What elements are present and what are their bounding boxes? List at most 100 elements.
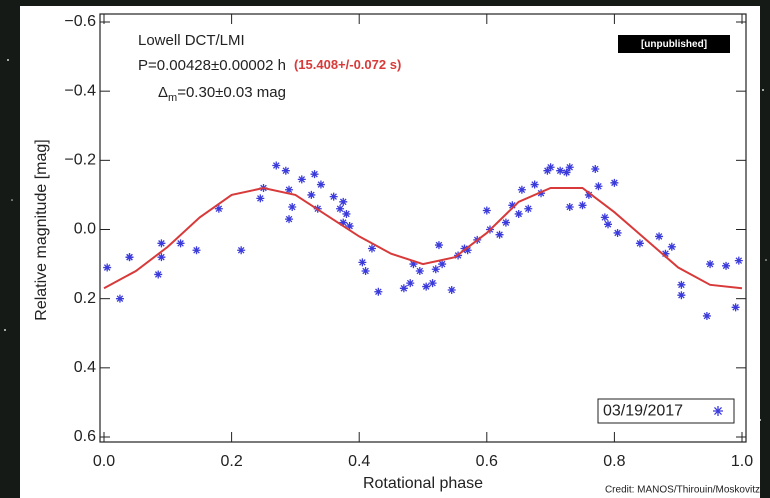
data-point xyxy=(731,303,740,312)
data-point xyxy=(272,161,281,170)
data-point xyxy=(342,209,351,218)
data-point xyxy=(285,185,294,194)
data-point xyxy=(157,253,166,262)
x-tick-label: 0.2 xyxy=(220,453,242,470)
data-point xyxy=(610,178,619,187)
data-point xyxy=(176,239,185,248)
x-tick-label: 0.0 xyxy=(93,453,115,470)
data-point xyxy=(345,222,354,231)
data-point xyxy=(422,282,431,291)
data-point xyxy=(482,206,491,215)
data-point xyxy=(495,230,504,239)
data-point xyxy=(565,163,574,172)
y-tick-label: −0.2 xyxy=(64,152,96,169)
data-point xyxy=(463,246,472,255)
data-point xyxy=(434,241,443,250)
x-tick-label: 0.8 xyxy=(603,453,625,470)
data-point xyxy=(613,228,622,237)
x-tick-label: 1.0 xyxy=(731,453,753,470)
data-point xyxy=(578,201,587,210)
data-point xyxy=(316,180,325,189)
data-point xyxy=(460,244,469,253)
data-point xyxy=(702,311,711,320)
data-point xyxy=(546,163,555,172)
data-point xyxy=(374,287,383,296)
data-point xyxy=(584,190,593,199)
data-point xyxy=(281,166,290,175)
x-axis-label: Rotational phase xyxy=(363,475,483,492)
data-point xyxy=(154,270,163,279)
data-point xyxy=(307,190,316,199)
data-point xyxy=(339,197,348,206)
data-point xyxy=(447,286,456,295)
amplitude-subscript: m xyxy=(168,92,177,104)
data-point xyxy=(237,246,246,255)
y-tick-label: 0.2 xyxy=(74,290,96,307)
data-point xyxy=(591,164,600,173)
amplitude-value: =0.30±0.03 mag xyxy=(177,84,286,101)
data-point xyxy=(297,175,306,184)
data-point xyxy=(367,244,376,253)
data-point xyxy=(677,280,686,289)
data-point xyxy=(562,168,571,177)
y-axis-label: Relative magnitude [mag] xyxy=(33,139,50,320)
instrument-label: Lowell DCT/LMI xyxy=(138,32,245,49)
fit-curve xyxy=(103,186,743,290)
data-point xyxy=(524,204,533,213)
data-point xyxy=(431,265,440,274)
data-point xyxy=(125,253,134,262)
data-point xyxy=(310,170,319,179)
status-label: [unpublished] xyxy=(641,39,707,50)
x-tick-label: 0.4 xyxy=(348,453,370,470)
data-point xyxy=(214,204,223,213)
data-point xyxy=(288,203,297,212)
legend-box xyxy=(597,398,735,424)
amplitude-symbol: Δ xyxy=(158,84,168,101)
data-point xyxy=(285,215,294,224)
data-point xyxy=(722,261,731,270)
data-point xyxy=(517,185,526,194)
data-point xyxy=(655,232,664,241)
data-point xyxy=(667,242,676,251)
data-point xyxy=(604,220,613,229)
data-point xyxy=(336,204,345,213)
y-tick-label: −0.6 xyxy=(64,13,96,30)
data-point xyxy=(556,166,565,175)
data-point xyxy=(115,294,124,303)
x-tick-label: 0.6 xyxy=(476,453,498,470)
data-point xyxy=(406,279,415,288)
data-point xyxy=(358,258,367,267)
legend-marker xyxy=(713,406,723,416)
period-label: P=0.00428±0.00002 h (15.408+/-0.072 s) xyxy=(138,57,401,74)
data-point xyxy=(508,201,517,210)
data-point xyxy=(514,209,523,218)
period: P=0.00428±0.00002 h xyxy=(138,57,286,74)
data-point xyxy=(399,284,408,293)
y-tick-label: −0.4 xyxy=(64,82,96,99)
status-badge xyxy=(618,35,730,53)
period-seconds: (15.408+/-0.072 s) xyxy=(294,57,401,72)
data-point xyxy=(339,218,348,227)
data-point xyxy=(329,192,338,201)
data-point xyxy=(600,213,609,222)
plot-frame xyxy=(99,13,747,443)
data-point xyxy=(409,260,418,269)
data-point xyxy=(635,239,644,248)
data-point xyxy=(706,260,715,269)
legend-label: 03/19/2017 xyxy=(603,403,683,420)
data-point xyxy=(530,180,539,189)
data-point xyxy=(428,279,437,288)
y-tick-label: 0.0 xyxy=(74,221,96,238)
credit: Credit: MANOS/Thirouin/Moskovitz xyxy=(605,485,760,496)
data-point xyxy=(157,239,166,248)
data-point xyxy=(543,166,552,175)
data-point xyxy=(192,246,201,255)
data-point xyxy=(256,194,265,203)
amplitude-label: Δm=0.30±0.03 mag xyxy=(158,84,286,104)
data-point xyxy=(103,263,112,272)
data-point xyxy=(501,218,510,227)
data-point xyxy=(438,260,447,269)
data-point xyxy=(734,256,743,265)
data-point xyxy=(594,182,603,191)
